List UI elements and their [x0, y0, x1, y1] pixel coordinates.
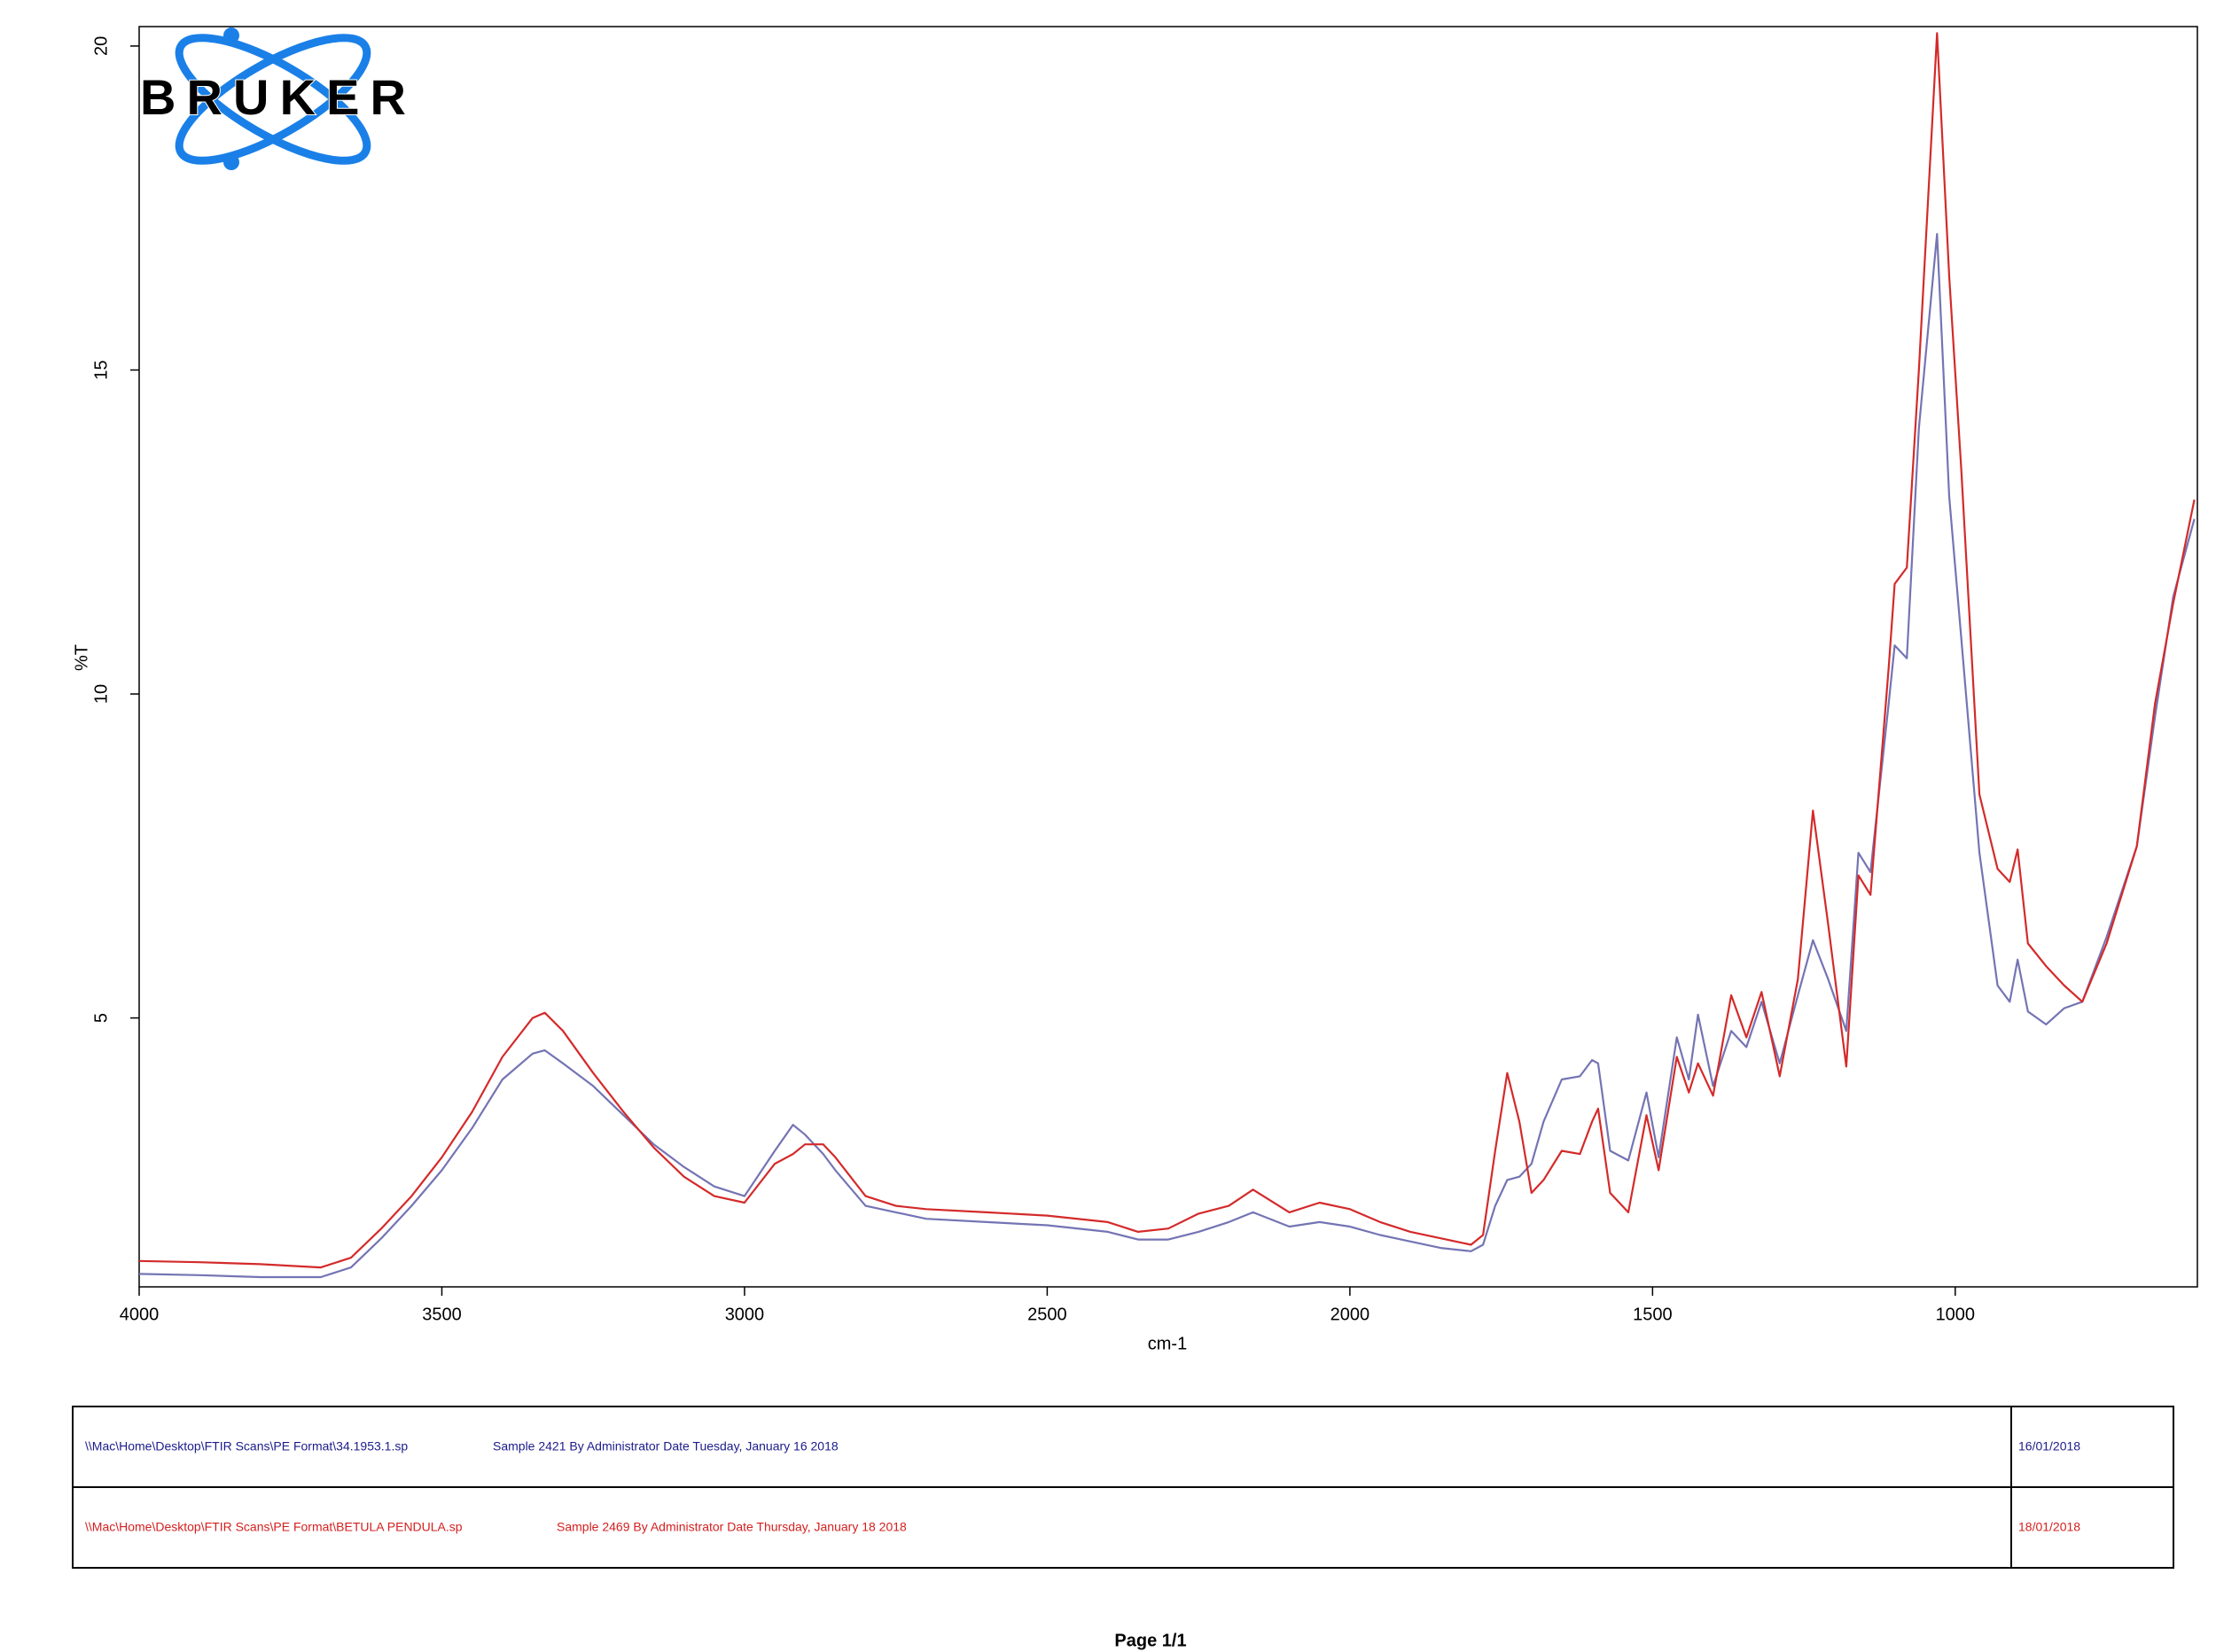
x-tick-label: 1000	[1936, 1305, 1976, 1324]
logo-orbit	[175, 34, 371, 165]
y-tick-label: 20	[91, 36, 111, 56]
y-axis-label: %T	[72, 644, 91, 671]
y-tick-label: 5	[91, 1013, 111, 1023]
sample-date: 16/01/2018	[2018, 1439, 2080, 1453]
x-tick-label: 3000	[725, 1305, 765, 1324]
page-footer: Page 1/1	[1114, 1631, 1186, 1650]
sample-description: Sample 2421 By Administrator Date Tuesda…	[493, 1439, 839, 1453]
x-tick-label: 4000	[120, 1305, 160, 1324]
x-tick-label: 3500	[422, 1305, 462, 1324]
plot-frame	[138, 26, 2198, 1288]
x-tick-label: 2500	[1027, 1305, 1067, 1324]
spectrum-line	[138, 32, 2196, 1269]
logo-dot	[223, 154, 239, 170]
sample-file: \\Mac\Home\Desktop\FTIR Scans\PE Format\…	[85, 1520, 463, 1534]
logo-dot	[223, 27, 239, 43]
logo: BRUKER	[139, 27, 407, 170]
x-axis-label: cm-1	[1148, 1334, 1187, 1353]
y-tick-label: 10	[91, 684, 111, 704]
sample-file: \\Mac\Home\Desktop\FTIR Scans\PE Format\…	[85, 1439, 408, 1453]
sample-date: 18/01/2018	[2018, 1520, 2080, 1534]
y-tick-label: 15	[91, 360, 111, 379]
spectrum-line	[138, 232, 2196, 1279]
logo-orbit	[175, 34, 371, 165]
x-tick-label: 2000	[1330, 1305, 1370, 1324]
sample-description: Sample 2469 By Administrator Date Thursd…	[557, 1520, 907, 1534]
x-tick-label: 1500	[1633, 1305, 1673, 1324]
logo-text: BRUKER	[140, 69, 406, 125]
